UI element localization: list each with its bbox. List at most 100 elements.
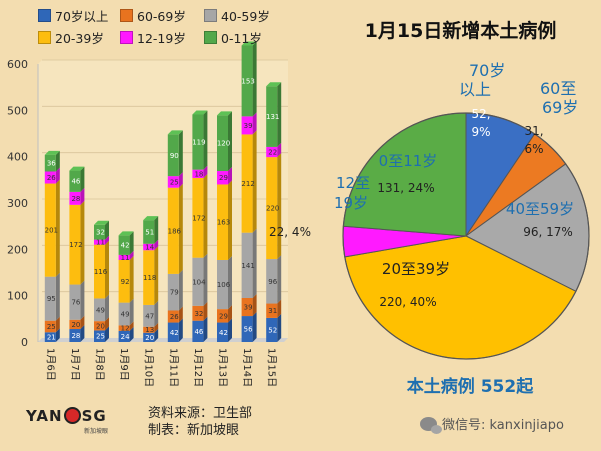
bar-value-label: 163 [217, 219, 230, 227]
bar-value-label: 26 [47, 174, 56, 182]
x-tick-label: 1月9日 [118, 348, 130, 381]
x-tick-label: 1月11日 [167, 348, 179, 387]
bar-segment-side [203, 253, 208, 306]
pie-percent-label: 6% [524, 142, 543, 156]
bar-value-label: 52 [268, 326, 277, 334]
x-tick-label: 1月15日 [266, 348, 278, 387]
bar-segment-side [154, 216, 159, 244]
legend-swatch [204, 31, 217, 44]
bar-segment-side [178, 172, 183, 188]
bar-segment [143, 332, 155, 342]
legend-item: 20-39岁 [38, 28, 120, 47]
bar-top [69, 166, 85, 171]
bar-top [94, 220, 109, 225]
bar-value-label: 131 [266, 113, 279, 121]
bar-value-label: 32 [96, 229, 105, 237]
bar-segment-side [80, 325, 85, 342]
y-tick-label: 200 [7, 243, 28, 256]
bar-segment [143, 304, 155, 327]
legend-item: 70岁以上 [38, 6, 120, 25]
logo-text-right: SG [81, 407, 107, 425]
bar-top [266, 82, 282, 87]
bar-segment [118, 254, 130, 260]
pie-label: 20至39岁 [382, 260, 450, 278]
bar-value-label: 20 [96, 322, 105, 330]
bar-segment [192, 177, 204, 258]
bar-segment [241, 297, 253, 317]
bar-value-label: 119 [192, 139, 205, 147]
bar-value-label: 186 [168, 227, 182, 235]
bar-segment [167, 176, 179, 188]
x-tick-label: 1月7日 [69, 348, 81, 381]
bar-segment-side [178, 183, 183, 274]
bar-value-label: 24 [121, 333, 130, 341]
legend-swatch [38, 9, 51, 22]
pie-label: 70岁 [469, 61, 505, 80]
bar-segment [217, 322, 228, 342]
bar-segment-side [129, 321, 134, 331]
bar-value-label: 32 [194, 310, 203, 318]
pie-value-label: 52, [471, 107, 490, 121]
bar-value-label: 20 [145, 334, 154, 342]
x-tick-label: 1月10日 [143, 348, 155, 387]
bar-segment-side [252, 228, 257, 298]
bar-top [241, 41, 257, 46]
bar-segment [143, 326, 155, 333]
bar-segment [143, 243, 155, 251]
bar-value-label: 172 [69, 241, 82, 249]
bar-segment [44, 332, 56, 342]
brand-logo: YAN SG 新加坡眼 [26, 407, 108, 435]
bar-segment [118, 325, 130, 331]
legend-label: 12-19岁 [137, 31, 186, 46]
bar-segment [118, 259, 130, 303]
bar-segment [192, 169, 204, 178]
bar-top [118, 231, 134, 236]
bar-segment [167, 273, 179, 311]
bar-value-label: 116 [94, 268, 108, 276]
bar-segment [241, 316, 253, 342]
bar-segment [266, 157, 278, 260]
pie-value-label: 131, 24% [377, 181, 434, 195]
bar-value-label: 46 [71, 178, 80, 186]
bar-value-label: 42 [121, 242, 130, 250]
bar-segment-side [277, 299, 282, 318]
bar-value-label: 92 [121, 278, 130, 286]
bar-segment [44, 276, 56, 321]
bar-segment-side [277, 82, 282, 147]
legend-item: 40-59岁 [204, 6, 288, 25]
bar-value-label: 104 [192, 278, 206, 286]
bar-value-label: 96 [268, 278, 277, 286]
bar-value-label: 118 [143, 274, 156, 282]
bar-segment [167, 310, 179, 323]
bar-segment [118, 235, 130, 255]
bar-value-label: 201 [45, 227, 58, 235]
bar-value-label: 56 [244, 326, 253, 334]
bar-segment-side [203, 173, 208, 258]
bar-value-label: 106 [217, 281, 231, 289]
bar-segment-side [178, 306, 183, 323]
bar-segment-side [277, 142, 282, 158]
wechat-id: 微信号: kanxinjiapo [420, 414, 564, 434]
bar-segment [44, 171, 56, 184]
bar-segment [167, 187, 179, 274]
bar-value-label: 11 [96, 239, 105, 247]
bar-segment [266, 259, 278, 304]
bar-segment-side [178, 318, 183, 342]
bar-segment-side [228, 111, 232, 172]
bar-segment-side [55, 272, 60, 321]
bar-segment [118, 330, 130, 342]
legend-label: 20-39岁 [55, 31, 104, 46]
bar-segment [69, 319, 81, 330]
bar-segment [44, 154, 56, 172]
bar-segment-side [154, 322, 159, 333]
bar-segment [94, 321, 105, 331]
bar-segment [266, 317, 278, 342]
bar-segment [69, 329, 81, 342]
bar-segment-side [129, 250, 134, 260]
bar-segment-side [154, 300, 159, 327]
bar-segment [118, 302, 130, 326]
stacked-bar-chart: 0 100 200 300 400 500 600 21 25 95 201 26 36 1月6日 28 20… [7, 41, 288, 387]
bar-segment [241, 134, 253, 233]
bar-segment-side [228, 180, 232, 260]
